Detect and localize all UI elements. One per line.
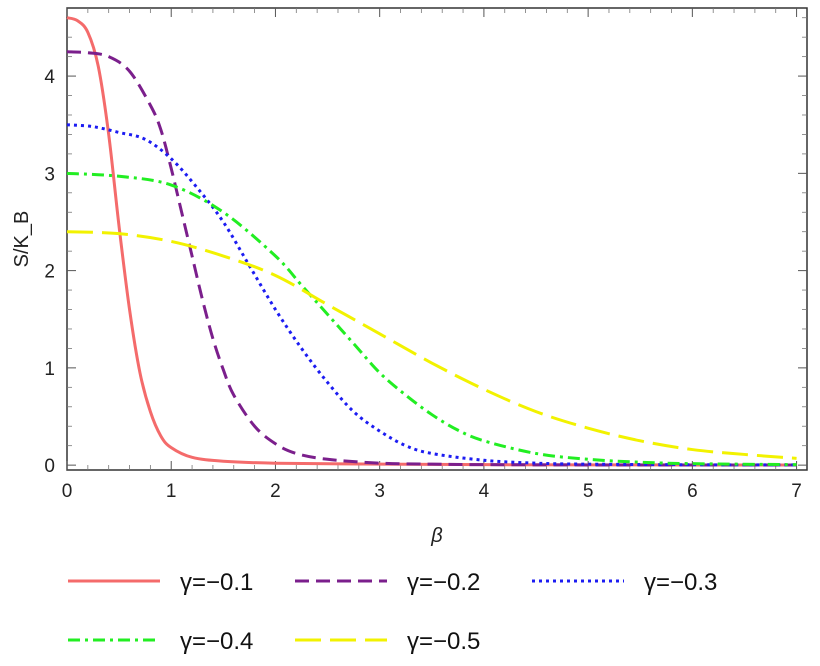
legend-label-1: γ=−0.1	[180, 569, 253, 596]
legend: γ=−0.1 γ=−0.2 γ=−0.3 γ=−0.4 γ=−0.5	[68, 569, 717, 655]
legend-label-5: γ=−0.5	[407, 628, 480, 655]
y-tick-label: 1	[44, 359, 55, 380]
y-tick-label: 3	[44, 164, 55, 185]
tick-labels: 0 1 2 3 4 5 6 7 0 1 2 3 4	[44, 67, 801, 502]
x-tick-label: 6	[687, 481, 698, 502]
legend-label-2: γ=−0.2	[407, 569, 480, 596]
y-tick-label: 4	[44, 67, 55, 88]
axis-ticks	[66, 8, 807, 470]
x-axis-label: β	[430, 525, 442, 547]
x-tick-label: 1	[166, 481, 177, 502]
legend-label-3: γ=−0.3	[644, 569, 717, 596]
series-line-3	[66, 123, 797, 467]
x-tick-label: 7	[791, 481, 802, 502]
y-tick-label: 0	[44, 456, 55, 477]
x-tick-label: 0	[62, 481, 73, 502]
y-axis-label: S/K_B	[11, 211, 33, 268]
x-tick-label: 4	[479, 481, 490, 502]
series-line-4	[66, 171, 797, 467]
legend-label-4: γ=−0.4	[180, 628, 253, 655]
x-tick-label: 3	[374, 481, 385, 502]
series-lines	[66, 16, 797, 467]
x-tick-label: 2	[270, 481, 281, 502]
x-tick-label: 5	[583, 481, 594, 502]
series-line-1	[66, 16, 797, 467]
y-tick-label: 2	[44, 262, 55, 283]
plot-frame	[66, 7, 808, 471]
series-line-5	[66, 230, 797, 460]
series-line-2	[66, 50, 797, 467]
